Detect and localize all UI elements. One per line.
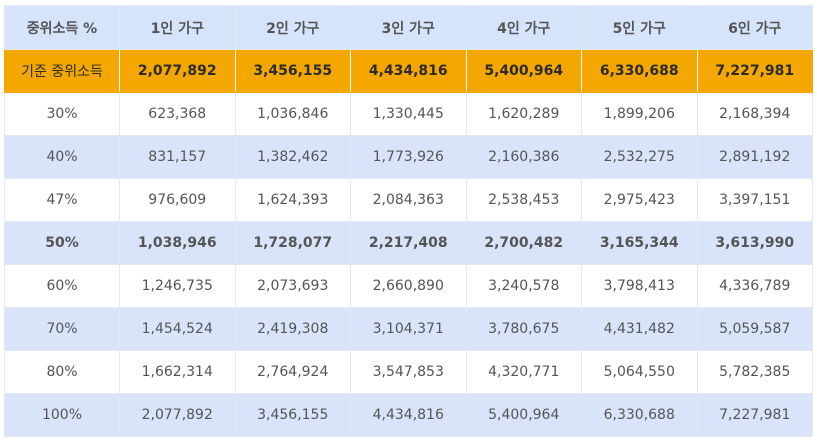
table-cell: 1,382,462 xyxy=(234,135,351,179)
table-row: 80% 1,662,314 2,764,924 3,547,853 4,320,… xyxy=(4,350,813,394)
header-median-percent: 중위소득 % xyxy=(4,5,120,50)
table-cell: 7,227,981 xyxy=(696,49,813,93)
table-header-row: 중위소득 % 1인 가구 2인 가구 3인 가구 4인 가구 5인 가구 6인 … xyxy=(4,5,813,50)
table-cell: 3,456,155 xyxy=(234,393,351,437)
table-cell: 1,773,926 xyxy=(350,135,467,179)
table-cell: 1,662,314 xyxy=(119,350,236,394)
table-cell: 1,899,206 xyxy=(581,92,698,136)
table-cell: 1,624,393 xyxy=(234,178,351,222)
row-label: 기준 중위소득 xyxy=(4,49,120,93)
table-cell: 2,975,423 xyxy=(581,178,698,222)
table-cell: 2,160,386 xyxy=(465,135,582,179)
header-household-1: 1인 가구 xyxy=(119,5,236,50)
table-cell: 3,240,578 xyxy=(465,264,582,308)
table-row: 40% 831,157 1,382,462 1,773,926 2,160,38… xyxy=(4,135,813,179)
table-cell: 7,227,981 xyxy=(696,393,813,437)
table-cell: 5,059,587 xyxy=(696,307,813,351)
table-cell: 623,368 xyxy=(119,92,236,136)
header-household-3: 3인 가구 xyxy=(350,5,467,50)
table-cell: 4,320,771 xyxy=(465,350,582,394)
row-label: 30% xyxy=(4,92,120,136)
table-cell: 2,168,394 xyxy=(696,92,813,136)
table-cell: 1,454,524 xyxy=(119,307,236,351)
table-cell: 2,073,693 xyxy=(234,264,351,308)
table-cell: 4,434,816 xyxy=(350,49,467,93)
table-cell: 2,891,192 xyxy=(696,135,813,179)
table-cell: 6,330,688 xyxy=(581,49,698,93)
table-cell: 2,419,308 xyxy=(234,307,351,351)
table-cell: 3,397,151 xyxy=(696,178,813,222)
table-row-highlight: 50% 1,038,946 1,728,077 2,217,408 2,700,… xyxy=(4,221,813,265)
table-cell: 1,246,735 xyxy=(119,264,236,308)
table-cell: 5,400,964 xyxy=(465,393,582,437)
table-cell: 2,084,363 xyxy=(350,178,467,222)
table-cell: 3,780,675 xyxy=(465,307,582,351)
table-row: 30% 623,368 1,036,846 1,330,445 1,620,28… xyxy=(4,92,813,136)
table-cell: 831,157 xyxy=(119,135,236,179)
median-income-table-container: 중위소득 % 1인 가구 2인 가구 3인 가구 4인 가구 5인 가구 6인 … xyxy=(4,5,813,437)
header-household-6: 6인 가구 xyxy=(696,5,813,50)
header-household-2: 2인 가구 xyxy=(234,5,351,50)
table-cell: 3,456,155 xyxy=(234,49,351,93)
table-cell: 1,620,289 xyxy=(465,92,582,136)
header-household-5: 5인 가구 xyxy=(581,5,698,50)
table-cell: 3,798,413 xyxy=(581,264,698,308)
row-label: 60% xyxy=(4,264,120,308)
table-cell: 3,104,371 xyxy=(350,307,467,351)
table-row-median: 기준 중위소득 2,077,892 3,456,155 4,434,816 5,… xyxy=(4,49,813,93)
table-cell: 4,336,789 xyxy=(696,264,813,308)
table-row: 47% 976,609 1,624,393 2,084,363 2,538,45… xyxy=(4,178,813,222)
table-cell: 4,434,816 xyxy=(350,393,467,437)
table-cell: 2,532,275 xyxy=(581,135,698,179)
table-cell: 976,609 xyxy=(119,178,236,222)
median-income-table: 중위소득 % 1인 가구 2인 가구 3인 가구 4인 가구 5인 가구 6인 … xyxy=(4,5,813,437)
row-label: 50% xyxy=(4,221,120,265)
row-label: 70% xyxy=(4,307,120,351)
table-row: 60% 1,246,735 2,073,693 2,660,890 3,240,… xyxy=(4,264,813,308)
table-cell: 6,330,688 xyxy=(581,393,698,437)
table-cell: 3,165,344 xyxy=(581,221,698,265)
table-cell: 2,538,453 xyxy=(465,178,582,222)
table-cell: 2,764,924 xyxy=(234,350,351,394)
table-cell: 2,660,890 xyxy=(350,264,467,308)
table-cell: 2,077,892 xyxy=(119,49,236,93)
table-cell: 3,547,853 xyxy=(350,350,467,394)
row-label: 80% xyxy=(4,350,120,394)
row-label: 100% xyxy=(4,393,120,437)
table-cell: 4,431,482 xyxy=(581,307,698,351)
table-cell: 5,400,964 xyxy=(465,49,582,93)
table-cell: 1,330,445 xyxy=(350,92,467,136)
header-household-4: 4인 가구 xyxy=(465,5,582,50)
table-cell: 3,613,990 xyxy=(696,221,813,265)
row-label: 40% xyxy=(4,135,120,179)
table-cell: 5,064,550 xyxy=(581,350,698,394)
table-row: 100% 2,077,892 3,456,155 4,434,816 5,400… xyxy=(4,393,813,437)
table-cell: 2,077,892 xyxy=(119,393,236,437)
table-cell: 2,700,482 xyxy=(465,221,582,265)
table-cell: 5,782,385 xyxy=(696,350,813,394)
table-cell: 1,728,077 xyxy=(234,221,351,265)
table-cell: 1,038,946 xyxy=(119,221,236,265)
row-label: 47% xyxy=(4,178,120,222)
table-cell: 2,217,408 xyxy=(350,221,467,265)
table-row: 70% 1,454,524 2,419,308 3,104,371 3,780,… xyxy=(4,307,813,351)
table-cell: 1,036,846 xyxy=(234,92,351,136)
